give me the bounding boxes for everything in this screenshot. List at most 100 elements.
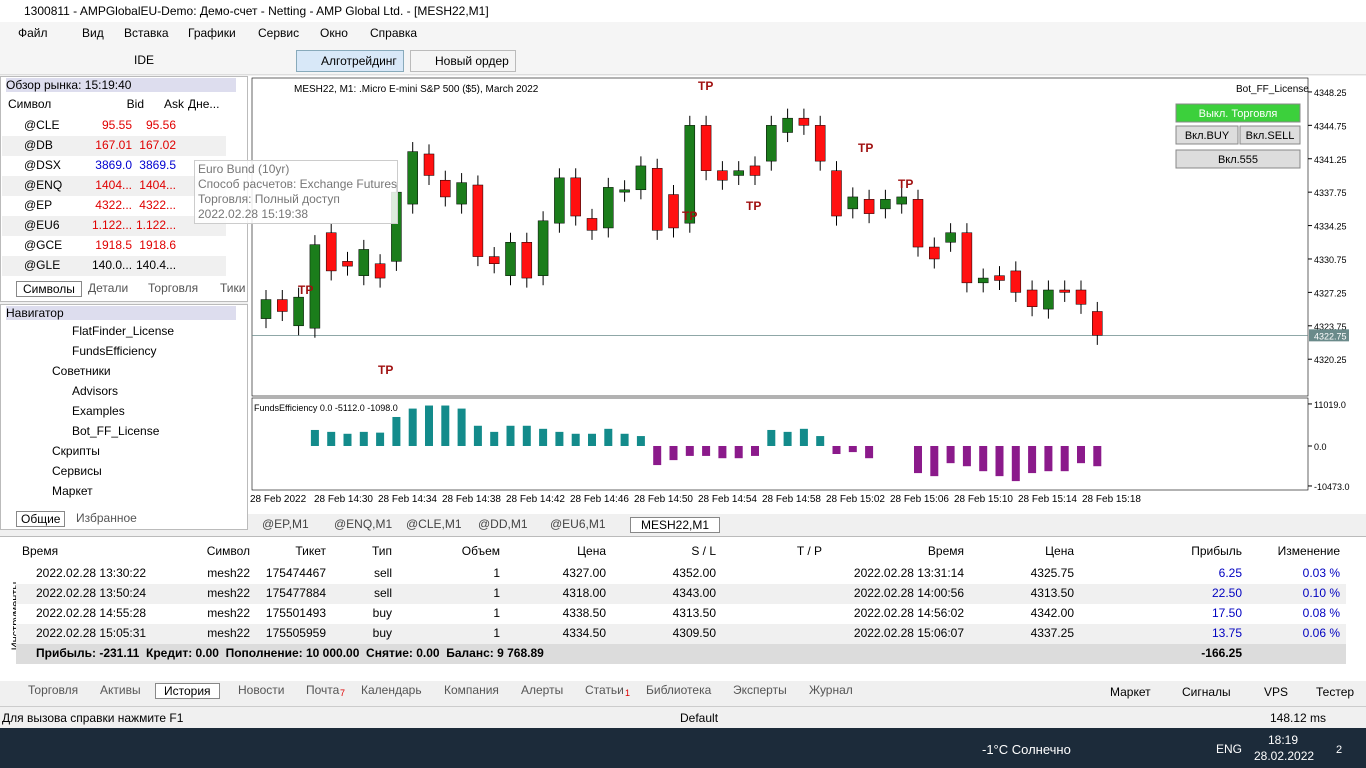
symbol[interactable]: @GLE <box>24 258 60 272</box>
x-tick-label: 28 Feb 15:14 <box>1018 494 1077 505</box>
column-header[interactable]: Символ <box>160 544 250 558</box>
menu-item[interactable]: Графики <box>188 26 236 40</box>
x-tick-label: 28 Feb 15:02 <box>826 494 885 505</box>
notification-count[interactable]: 2 <box>1336 744 1342 756</box>
column-header[interactable]: Время <box>22 544 142 558</box>
nav-item[interactable]: Bot_FF_License <box>72 424 159 438</box>
chart-tab[interactable]: MESH22,M1 <box>630 517 720 533</box>
candle-body <box>1092 311 1102 335</box>
symbol[interactable]: @DB <box>24 138 53 152</box>
chart-button-label[interactable]: Вкл.BUY <box>1185 130 1230 142</box>
terminal-tab[interactable]: Активы <box>100 683 141 697</box>
column-header[interactable]: S / L <box>620 544 716 558</box>
indicator-bar <box>816 436 824 446</box>
nav-item[interactable]: Advisors <box>72 384 118 398</box>
chart-button-label[interactable]: Вкл.SELL <box>1246 130 1295 142</box>
column-header[interactable]: Символ <box>8 97 51 111</box>
status-text: Default <box>680 711 718 725</box>
indicator-bar <box>523 426 531 446</box>
chart-tab[interactable]: @EP,M1 <box>262 517 309 531</box>
symbol[interactable]: @DSX <box>24 158 61 172</box>
symbol[interactable]: @ENQ <box>24 178 62 192</box>
column-header[interactable]: T / P <box>740 544 822 558</box>
menu-item[interactable]: Окно <box>320 26 348 40</box>
terminal-tab[interactable]: Алерты <box>521 683 563 697</box>
terminal-tab[interactable]: Маркет <box>1110 685 1151 699</box>
terminal-tab[interactable]: Календарь <box>361 683 422 697</box>
terminal-tab[interactable]: История <box>155 683 220 699</box>
menu-item[interactable]: Вид <box>82 26 104 40</box>
panel-tab[interactable]: Избранное <box>76 511 137 525</box>
terminal-tab[interactable]: Сигналы <box>1182 685 1231 699</box>
expert-name: Bot_FF_License <box>1236 84 1309 95</box>
column-header[interactable]: Тип <box>334 544 392 558</box>
toolbar-button[interactable]: Алготрейдинг <box>296 50 404 72</box>
indicator-bar <box>539 429 547 446</box>
candle-body <box>1027 290 1037 307</box>
candle-body <box>669 195 679 228</box>
column-header[interactable]: Bid <box>112 97 144 111</box>
terminal-tab[interactable]: Почта <box>306 683 339 697</box>
y-tick-label: 4344.75 <box>1314 121 1347 131</box>
terminal-tab[interactable]: Новости <box>238 683 284 697</box>
candle-body <box>897 197 907 204</box>
nav-item[interactable]: Examples <box>72 404 125 418</box>
panel-tab[interactable]: Торговля <box>148 281 198 295</box>
chart-button-label[interactable]: Вкл.555 <box>1218 154 1258 166</box>
terminal-tab[interactable]: Библиотека <box>646 683 711 697</box>
tp-label: TP <box>698 79 713 93</box>
candle-body <box>603 187 613 228</box>
y-tick-label: 4348.25 <box>1314 88 1347 98</box>
column-header[interactable]: Объем <box>400 544 500 558</box>
panel-tab[interactable]: Тики <box>220 281 245 295</box>
menu-item[interactable]: Файл <box>18 26 48 40</box>
symbol[interactable]: @EP <box>24 198 52 212</box>
column-header[interactable]: Цена <box>970 544 1074 558</box>
x-tick-label: 28 Feb 14:50 <box>634 494 693 505</box>
toolbar-button[interactable]: IDE <box>134 53 154 67</box>
menu-item[interactable]: Вставка <box>124 26 169 40</box>
menu-item[interactable]: Справка <box>370 26 417 40</box>
panel-tab[interactable]: Общие <box>16 511 65 527</box>
indicator-bar <box>621 434 629 446</box>
terminal-tab[interactable]: Тестер <box>1316 685 1354 699</box>
nav-item[interactable]: FundsEfficiency <box>72 344 157 358</box>
nav-item[interactable]: Сервисы <box>52 464 102 478</box>
terminal-tab[interactable]: Торговля <box>28 683 78 697</box>
chart-tab[interactable]: @EU6,M1 <box>550 517 606 531</box>
nav-item[interactable]: Советники <box>52 364 111 378</box>
candle-body <box>864 199 874 213</box>
panel-tab[interactable]: Символы <box>16 281 82 297</box>
nav-item[interactable]: FlatFinder_License <box>72 324 174 338</box>
column-header[interactable]: Ask <box>152 97 184 111</box>
chart-tab[interactable]: @DD,M1 <box>478 517 528 531</box>
nav-item[interactable]: Маркет <box>52 484 93 498</box>
column-header[interactable]: Тикет <box>256 544 326 558</box>
column-header[interactable]: Цена <box>510 544 606 558</box>
chart-tab[interactable]: @ENQ,M1 <box>334 517 392 531</box>
tab-badge: 7 <box>340 688 345 698</box>
menu-item[interactable]: Сервис <box>258 26 299 40</box>
candle-body <box>734 171 744 176</box>
terminal-tab[interactable]: VPS <box>1264 685 1288 699</box>
column-header[interactable]: Дне... <box>188 97 218 111</box>
panel-tab[interactable]: Детали <box>88 281 128 295</box>
bid: 4322... <box>92 198 132 212</box>
ask: 1404... <box>136 178 176 192</box>
terminal-tab[interactable]: Статьи <box>585 683 624 697</box>
candle-body <box>277 300 287 312</box>
column-header[interactable]: Изменение <box>1250 544 1340 558</box>
symbol[interactable]: @EU6 <box>24 218 60 232</box>
chart-tab[interactable]: @CLE,M1 <box>406 517 462 531</box>
toolbar-button[interactable]: Новый ордер <box>410 50 516 72</box>
terminal-tab[interactable]: Журнал <box>809 683 853 697</box>
symbol[interactable]: @CLE <box>24 118 60 132</box>
column-header[interactable]: Время <box>830 544 964 558</box>
terminal-tab[interactable]: Эксперты <box>733 683 787 697</box>
cell: 4309.50 <box>620 626 716 640</box>
symbol[interactable]: @GCE <box>24 238 62 252</box>
nav-item[interactable]: Скрипты <box>52 444 100 458</box>
column-header[interactable]: Прибыль <box>1150 544 1242 558</box>
chart-button-label[interactable]: Выкл. Торговля <box>1199 108 1278 120</box>
terminal-tab[interactable]: Компания <box>444 683 499 697</box>
